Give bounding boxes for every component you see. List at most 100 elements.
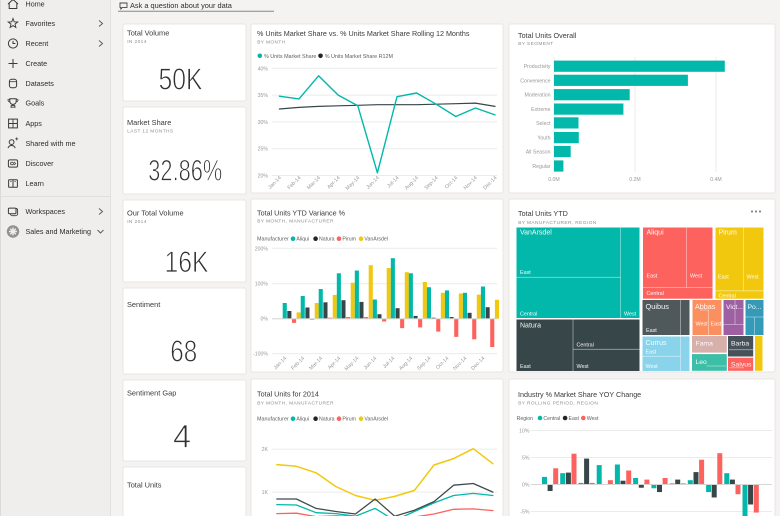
svg-text:Productivity: Productivity [524,64,551,70]
svg-text:West: West [690,274,703,280]
svg-text:West: West [696,322,709,328]
svg-text:Select: Select [536,121,551,127]
svg-text:Our Total Volume: Our Total Volume [127,209,184,218]
svg-text:Moderation: Moderation [525,93,551,99]
svg-text:Sales and Marketing: Sales and Marketing [26,227,92,236]
svg-text:Fama: Fama [696,340,714,347]
svg-text:0.0M: 0.0M [548,177,560,183]
svg-text:BY MANUFACTURER, REGION: BY MANUFACTURER, REGION [518,220,597,226]
svg-text:68: 68 [170,334,197,368]
svg-text:Total Units YTD: Total Units YTD [518,209,568,218]
svg-text:West: West [747,275,760,281]
svg-text:IN 2014: IN 2014 [127,219,147,225]
svg-text:0.4M: 0.4M [710,177,722,183]
svg-text:VanArsdel: VanArsdel [364,417,388,423]
svg-text:East: East [646,350,657,356]
svg-text:VanArsdel: VanArsdel [364,237,388,243]
svg-text:East: East [520,270,531,276]
svg-text:200%: 200% [255,246,269,252]
svg-text:BY MONTH: BY MONTH [257,40,286,46]
svg-text:% Units Market Share: % Units Market Share [264,54,316,60]
svg-text:East: East [646,328,657,334]
svg-text:West: West [624,312,637,318]
svg-text:East: East [647,274,658,280]
svg-text:Abbas: Abbas [695,302,716,311]
svg-text:Aliqui: Aliqui [296,417,309,423]
svg-text:IN 2014: IN 2014 [127,39,147,45]
svg-text:Salvus: Salvus [731,361,752,368]
svg-text:VanArsdel: VanArsdel [520,230,552,237]
svg-text:Goals: Goals [26,99,45,108]
svg-text:32.86%: 32.86% [148,154,222,187]
svg-text:Manufacturer: Manufacturer [257,237,289,243]
svg-text:West: West [646,364,659,370]
svg-text:Industry % Market Share YOY Ch: Industry % Market Share YOY Change [518,390,641,399]
svg-text:Market Share: Market Share [127,118,171,127]
svg-text:West: West [587,416,599,422]
svg-text:10%: 10% [519,429,530,435]
svg-text:Learn: Learn [26,179,44,188]
svg-text:Total Units: Total Units [127,481,162,490]
svg-text:Vict...: Vict... [726,304,743,311]
svg-text:Home: Home [26,0,45,9]
svg-text:Barba: Barba [731,340,749,347]
svg-text:Create: Create [26,59,48,68]
svg-text:Currus: Currus [646,340,668,347]
svg-text:Discover: Discover [26,159,55,168]
svg-text:% Units Market Share vs. % Uni: % Units Market Share vs. % Units Market … [257,29,470,38]
svg-text:20%: 20% [258,174,269,180]
svg-text:East: East [718,275,729,281]
svg-text:Total Units YTD Variance %: Total Units YTD Variance % [257,209,346,218]
svg-text:50K: 50K [159,62,203,97]
svg-text:Pirum: Pirum [342,237,356,243]
svg-text:Aliqui: Aliqui [647,230,665,237]
svg-text:5%: 5% [522,456,530,462]
svg-text:Pirum: Pirum [719,230,737,237]
svg-text:Apps: Apps [26,119,43,128]
svg-text:Youth: Youth [537,136,550,142]
svg-text:East: East [711,322,722,328]
svg-text:100%: 100% [255,282,269,288]
svg-text:Natura: Natura [319,417,335,423]
svg-text:Natura: Natura [520,323,541,330]
svg-text:Favorites: Favorites [26,19,56,28]
svg-text:Total Volume: Total Volume [127,29,169,38]
svg-text:-100%: -100% [253,352,268,358]
svg-text:Sentiment Gap: Sentiment Gap [127,389,176,398]
svg-text:40%: 40% [258,66,269,72]
svg-text:BY SEGMENT: BY SEGMENT [518,41,553,47]
svg-text:1K: 1K [262,490,269,496]
svg-text:West: West [577,364,590,370]
svg-text:East: East [520,364,531,370]
svg-text:Datasets: Datasets [26,79,55,88]
svg-text:BY ROLLING PERIOD, REGION: BY ROLLING PERIOD, REGION [518,401,598,407]
svg-text:-5%: -5% [520,510,530,516]
svg-text:Central: Central [543,416,560,422]
svg-text:0.2M: 0.2M [629,177,641,183]
svg-text:Leo: Leo [696,359,708,366]
svg-text:Workspaces: Workspaces [26,207,66,216]
svg-text:Convenience: Convenience [520,78,550,84]
svg-text:Region: Region [517,416,534,422]
svg-text:Natura: Natura [319,237,335,243]
svg-text:Shared with me: Shared with me [26,139,76,148]
svg-text:2K: 2K [262,447,269,453]
svg-text:All Season: All Season [526,150,551,156]
svg-text:East: East [569,416,580,422]
svg-text:Recent: Recent [26,39,49,48]
svg-text:Total Units Overall: Total Units Overall [518,31,577,40]
svg-text:Po...: Po... [748,304,762,311]
svg-text:BY MONTH, MANUFACTURER: BY MONTH, MANUFACTURER [257,401,334,407]
svg-text:LAST 12 MONTHS: LAST 12 MONTHS [127,129,173,135]
svg-text:4: 4 [173,418,191,454]
svg-text:Pirum: Pirum [342,417,356,423]
svg-text:16K: 16K [165,246,209,279]
svg-text:0%: 0% [261,317,269,323]
svg-text:% Units Market Share R12M: % Units Market Share R12M [325,54,394,60]
svg-text:25%: 25% [258,147,269,153]
svg-text:Central: Central [577,343,594,349]
svg-text:Central: Central [719,294,736,300]
svg-text:Total Units for 2014: Total Units for 2014 [257,390,319,399]
svg-text:BY MONTH, MANUFACTURER: BY MONTH, MANUFACTURER [257,219,334,225]
svg-text:Central: Central [520,312,537,318]
